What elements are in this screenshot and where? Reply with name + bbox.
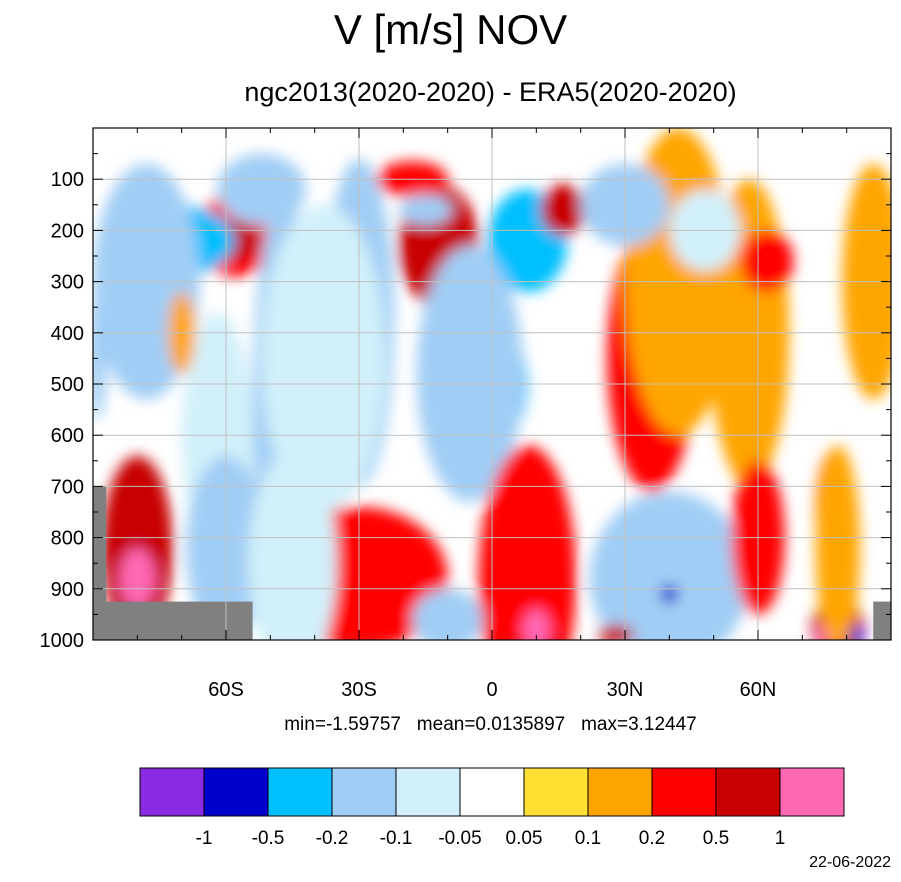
- contour-feature: [589, 491, 750, 640]
- y-tick-label: 300: [51, 272, 84, 294]
- y-axis-labels: 100 200 300 400 500 600 700 800 900 1000: [40, 169, 85, 652]
- colorbar-box: [779, 767, 845, 817]
- stat-min: min=-1.59757: [284, 714, 401, 735]
- stat-max: max=3.12447: [581, 714, 697, 735]
- y-tick-label: 800: [51, 528, 84, 550]
- colorbar-label: 0.1: [575, 828, 601, 849]
- stat-mean: mean=0.0135897: [416, 714, 566, 735]
- colorbar-boxes: [139, 767, 845, 817]
- y-tick-label: 100: [51, 169, 84, 191]
- colorbar-box: [651, 767, 717, 817]
- contour-field: [93, 128, 891, 640]
- colorbar-label: 1: [775, 828, 786, 849]
- contour-feature: [478, 445, 577, 640]
- contour-feature: [119, 547, 156, 610]
- y-tick-label: 400: [51, 323, 84, 345]
- y-tick-label: 500: [51, 374, 84, 396]
- contour-feature: [398, 194, 453, 226]
- contour-feature: [412, 588, 484, 640]
- contour-feature: [416, 245, 524, 502]
- contour-feature: [660, 584, 679, 604]
- contour-feature: [93, 296, 107, 420]
- stats-line: min=-1.59757 mean=0.0135897 max=3.12447: [0, 712, 901, 738]
- colorbar-label: 0.05: [506, 828, 543, 849]
- colorbar-box: [203, 767, 269, 817]
- colorbar-box: [459, 767, 525, 817]
- contour-feature: [815, 445, 860, 640]
- y-tick-label: 600: [51, 425, 84, 447]
- colorbar-box: [267, 767, 333, 817]
- colorbar-label: -0.5: [252, 828, 285, 849]
- date-label: 22-06-2022: [809, 854, 891, 871]
- colorbar-box: [523, 767, 589, 817]
- colorbar-box: [139, 767, 205, 817]
- grid-lines: [93, 128, 891, 640]
- y-tick-label: 200: [51, 220, 84, 242]
- y-tick-label: 1000: [40, 630, 85, 652]
- page-subtitle: ngc2013(2020-2020) - ERA5(2020-2020): [244, 77, 737, 107]
- x-tick-label: 30N: [607, 679, 644, 700]
- colorbar-label: 0.5: [703, 828, 729, 849]
- colorbar-box: [715, 767, 781, 817]
- contour-feature: [523, 609, 550, 640]
- colorbar-label: -0.05: [438, 828, 481, 849]
- y-tick-label: 900: [51, 579, 84, 601]
- x-tick-label: 30S: [341, 679, 377, 700]
- missing-region: [93, 601, 253, 640]
- missing-region: [873, 601, 891, 640]
- axis-ticks: [93, 128, 891, 640]
- x-tick-label: 60N: [740, 679, 777, 700]
- x-axis-labels: 60S 30S 0 30N 60N: [208, 679, 776, 700]
- y-tick-label: 700: [51, 476, 84, 498]
- colorbar-label: -0.1: [380, 828, 413, 849]
- colorbar-label: 0.2: [639, 828, 665, 849]
- contour-blobs: [93, 128, 891, 640]
- contour-feature: [598, 624, 634, 640]
- contour-plot: 100 200 300 400 500 600 700 800 900 1000 60S 30S 0 3…: [40, 127, 892, 700]
- colorbar-box: [587, 767, 653, 817]
- colorbar-box: [395, 767, 461, 817]
- contour-feature: [248, 450, 337, 640]
- colorbar-labels: -1 -0.5 -0.2 -0.1 -0.05 0.05 0.1 0.2 0.5 1: [196, 828, 786, 849]
- colorbar-label: -0.2: [316, 828, 349, 849]
- colorbar-label: -1: [196, 828, 213, 849]
- page-title: V [m/s] NOV: [333, 6, 568, 53]
- colorbar-box: [331, 767, 397, 817]
- contour-feature: [540, 184, 586, 236]
- contour-feature: [740, 230, 794, 292]
- x-tick-label: 0: [486, 679, 497, 700]
- x-tick-label: 60S: [208, 679, 244, 700]
